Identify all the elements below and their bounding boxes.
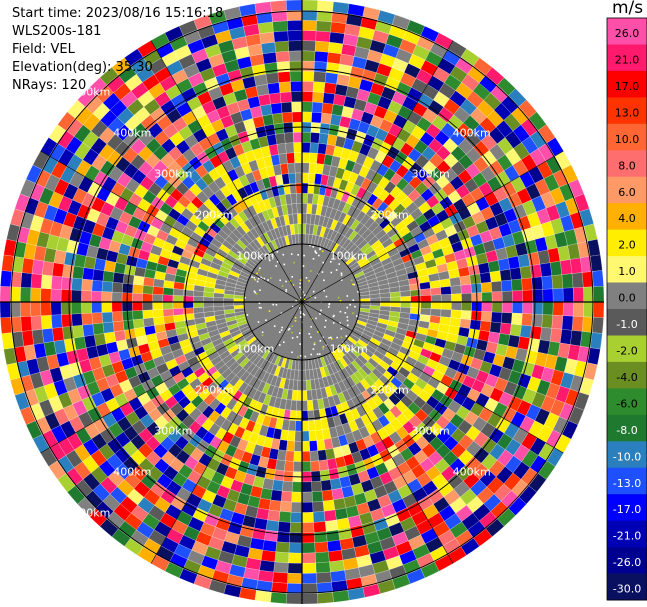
colorbar-tick: 1.0: [618, 265, 636, 278]
ppi-range-gates: [0, 0, 605, 605]
colorbar-tick: -10.0: [613, 450, 641, 463]
colorbar-tick: 13.0: [615, 106, 640, 119]
colorbar-tick: -8.0: [616, 424, 637, 437]
colorbar-tick: -26.0: [613, 556, 641, 569]
colorbar-tick: -17.0: [613, 503, 641, 516]
colorbar-tick: 21.0: [615, 54, 640, 67]
colorbar-unit: m/s: [612, 0, 644, 18]
colorbar-tick: -30.0: [613, 583, 641, 596]
colorbar-tick: -6.0: [616, 397, 637, 410]
colorbar-tick: -21.0: [613, 530, 641, 543]
colorbar-tick: 2.0: [618, 239, 636, 252]
colorbar-tick: -1.0: [616, 318, 637, 331]
colorbar-tick: 10.0: [615, 133, 640, 146]
colorbar-tick: -13.0: [613, 477, 641, 490]
colorbar-tick: 17.0: [615, 80, 640, 93]
colorbar-tick: -2.0: [616, 345, 637, 358]
colorbar-tick: -4.0: [616, 371, 637, 384]
colorbar-tick: 6.0: [618, 186, 636, 199]
colorbar-tick: 26.0: [615, 27, 640, 40]
colorbar-tick: 0.0: [618, 292, 636, 305]
colorbar-tick: 8.0: [618, 159, 636, 172]
colorbar-tick: 4.0: [618, 212, 636, 225]
